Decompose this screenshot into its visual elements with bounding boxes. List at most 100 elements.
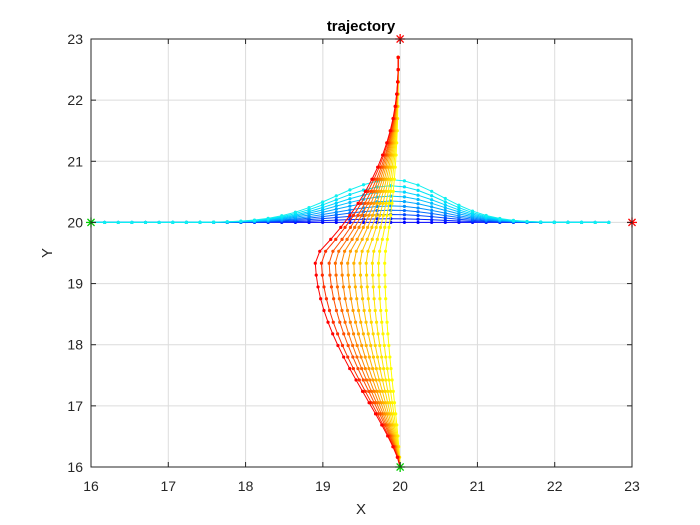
data-point (359, 285, 363, 289)
series-line (320, 57, 401, 468)
data-point (348, 213, 352, 218)
data-point (366, 189, 370, 193)
data-point (157, 220, 161, 225)
data-point (348, 366, 352, 371)
data-point (369, 201, 373, 205)
data-point (402, 217, 407, 221)
y-axis-label: Y (39, 248, 56, 258)
data-point (430, 215, 434, 219)
data-point (385, 237, 389, 241)
data-point (443, 208, 447, 213)
data-point (334, 237, 338, 241)
data-point (364, 378, 369, 382)
data-point (376, 332, 380, 336)
data-point (334, 215, 338, 220)
data-point (341, 285, 345, 289)
data-point (356, 201, 360, 205)
data-point (359, 320, 363, 324)
data-point (346, 273, 350, 277)
data-point (416, 217, 420, 221)
data-point (320, 273, 324, 277)
data-point (348, 200, 352, 205)
data-point (385, 213, 389, 218)
data-point (351, 332, 356, 336)
data-point (347, 332, 351, 336)
data-point (593, 220, 597, 225)
x-tick-label: 18 (238, 478, 254, 494)
data-point (387, 225, 391, 229)
data-point (324, 249, 328, 253)
data-point (369, 401, 373, 405)
data-point (390, 201, 394, 205)
data-point (380, 320, 384, 324)
data-point (332, 297, 336, 301)
data-point (430, 198, 434, 202)
data-point (345, 308, 350, 313)
data-point (384, 378, 388, 382)
data-point (353, 225, 357, 229)
data-point (333, 261, 337, 265)
data-point (395, 92, 399, 96)
data-point (443, 211, 447, 215)
y-tick-label: 23 (67, 31, 83, 47)
data-point (328, 273, 332, 277)
data-point (379, 401, 383, 405)
data-point (321, 203, 325, 207)
data-point (383, 389, 387, 393)
series-line (341, 57, 401, 468)
data-point (386, 401, 390, 405)
data-point (552, 220, 556, 224)
data-point (351, 343, 355, 348)
data-point (322, 308, 326, 313)
data-point (386, 389, 390, 393)
data-point (212, 220, 216, 224)
data-point (402, 204, 407, 208)
data-point (363, 213, 367, 218)
data-point (384, 189, 388, 193)
data-point (371, 273, 375, 277)
data-point (321, 210, 325, 214)
data-point (338, 320, 342, 324)
data-point (566, 220, 570, 224)
data-point (416, 213, 420, 218)
y-tick-labels: 16 17 18 19 20 21 22 23 (67, 31, 83, 475)
series-line (347, 57, 401, 468)
data-point (430, 201, 434, 205)
data-point (383, 249, 388, 253)
chart-title: trajectory (327, 18, 396, 35)
data-point (345, 237, 349, 241)
data-point (370, 237, 374, 241)
data-point (354, 378, 358, 382)
data-point (376, 261, 381, 265)
y-tick-label: 21 (67, 153, 83, 169)
series-line (378, 57, 401, 468)
data-point (402, 213, 407, 217)
data-point (363, 189, 368, 193)
data-point (130, 220, 134, 225)
data-point (381, 189, 385, 193)
data-point (358, 273, 363, 277)
data-point (334, 210, 338, 214)
data-point (359, 201, 363, 205)
data-point (314, 273, 318, 277)
data-point (353, 320, 358, 324)
data-point (378, 249, 382, 253)
data-point (380, 237, 384, 241)
data-point (363, 389, 367, 393)
x-tick-label: 23 (624, 478, 640, 494)
data-point (389, 189, 393, 193)
data-point (319, 297, 323, 301)
data-point (365, 237, 369, 241)
data-point (378, 225, 383, 229)
data-point (342, 355, 346, 359)
data-point (334, 201, 338, 205)
data-point (383, 225, 387, 229)
data-point (340, 273, 344, 277)
data-point (324, 297, 328, 301)
data-point (430, 211, 434, 216)
data-point (351, 213, 356, 218)
data-point (366, 225, 370, 229)
data-point (373, 412, 378, 416)
data-point (318, 249, 322, 253)
data-point (372, 201, 376, 205)
